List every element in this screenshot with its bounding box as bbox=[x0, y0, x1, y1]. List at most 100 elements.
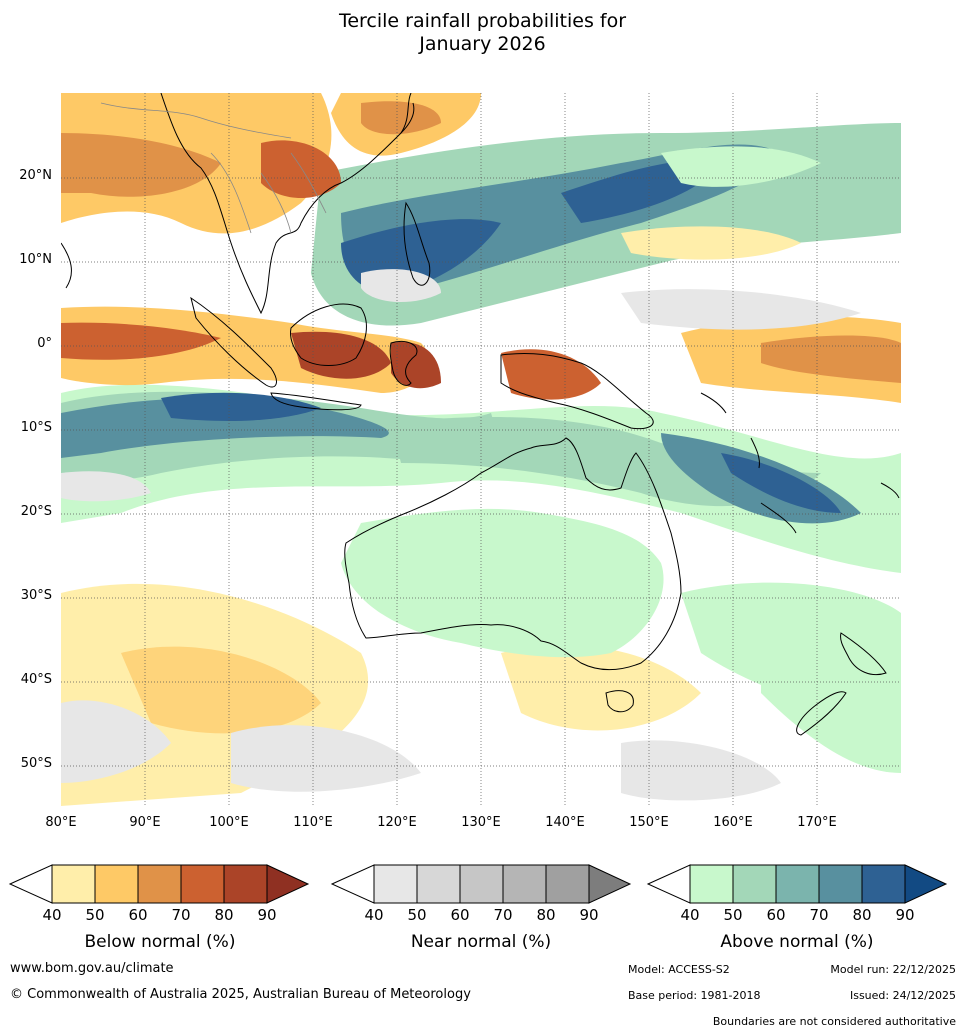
colorbar-below-max-arrow bbox=[266, 864, 310, 904]
tick: 90 bbox=[895, 906, 915, 924]
sumatra-coast bbox=[190, 296, 277, 388]
region-below-asia-3 bbox=[261, 140, 341, 198]
colorbar-above-min-arrow bbox=[646, 864, 691, 904]
tick: 80 bbox=[536, 906, 556, 924]
colorbar-near-bin-40 bbox=[373, 864, 418, 904]
region-below-equator-west-2 bbox=[61, 322, 221, 360]
tick: 40 bbox=[42, 906, 62, 924]
colorbar-below-min-arrow bbox=[8, 864, 53, 904]
disclaimer-text: Boundaries are not considered authoritat… bbox=[712, 1015, 956, 1028]
colorbar-below-bin-60 bbox=[137, 864, 182, 904]
chart-title: Tercile rainfall probabilities for Janua… bbox=[0, 10, 965, 56]
new-guinea-coast bbox=[500, 352, 654, 430]
lat-label-0: 0° bbox=[37, 336, 52, 351]
tick: 70 bbox=[809, 906, 829, 924]
region-near-south-3 bbox=[621, 740, 781, 801]
solomon-islands bbox=[700, 392, 727, 414]
region-above-coral-sea-3 bbox=[721, 453, 841, 513]
lon-label-110e: 110°E bbox=[293, 815, 333, 830]
model-text: Model: ACCESS-S2 bbox=[628, 963, 730, 976]
title-line-1: Tercile rainfall probabilities for bbox=[338, 10, 627, 32]
region-above-indian-ocean-3 bbox=[161, 392, 321, 421]
region-near-south-china-sea bbox=[361, 269, 441, 303]
region-below-borneo bbox=[291, 331, 391, 379]
colorbar-above-bin-50 bbox=[732, 864, 777, 904]
tick: 90 bbox=[579, 906, 599, 924]
colorbar-below-bin-50 bbox=[94, 864, 139, 904]
website-link[interactable]: www.bom.gov.au/climate bbox=[10, 961, 174, 976]
colorbar-above bbox=[646, 864, 948, 904]
colorbar-below-label: Below normal (%) bbox=[84, 932, 236, 952]
region-below-china-2 bbox=[361, 101, 441, 135]
colorbar-below bbox=[8, 864, 310, 904]
lat-label-20n: 20°N bbox=[19, 168, 52, 183]
tick: 60 bbox=[450, 906, 470, 924]
tick: 80 bbox=[214, 906, 234, 924]
colorbar-near-label: Near normal (%) bbox=[410, 932, 552, 952]
tasmania-coast bbox=[605, 690, 634, 713]
colorbar-near-bin-80 bbox=[545, 864, 590, 904]
region-near-south-2 bbox=[231, 725, 421, 792]
asia-coast bbox=[160, 93, 412, 315]
colorbar-above-bin-40 bbox=[689, 864, 734, 904]
tick: 40 bbox=[364, 906, 384, 924]
region-below-sulawesi bbox=[391, 342, 441, 389]
nz-north-island bbox=[840, 632, 887, 676]
issued-text: Issued: 24/12/2025 bbox=[849, 989, 956, 1002]
region-below-pacific-patch bbox=[621, 226, 801, 260]
tick: 60 bbox=[766, 906, 786, 924]
colorbar-above-label: Above normal (%) bbox=[720, 932, 874, 952]
title-line-2: January 2026 bbox=[419, 33, 546, 55]
region-above-indian-ocean-2 bbox=[61, 398, 389, 458]
model-run-text: Model run: 22/12/2025 bbox=[830, 963, 956, 976]
taiwan-coast bbox=[400, 102, 415, 134]
colorbar-above-bin-60 bbox=[775, 864, 820, 904]
coastlines bbox=[61, 93, 900, 736]
region-below-equator-east-2 bbox=[761, 335, 901, 383]
india-coast bbox=[61, 242, 72, 289]
lat-label-40s: 40°S bbox=[20, 672, 52, 687]
tick: 70 bbox=[493, 906, 513, 924]
lon-label-90e: 90°E bbox=[129, 815, 161, 830]
lon-label-80e: 80°E bbox=[45, 815, 77, 830]
tick: 50 bbox=[407, 906, 427, 924]
lat-label-10n: 10°N bbox=[19, 252, 52, 267]
region-above-tasman-2 bbox=[761, 650, 901, 773]
copyright-text: © Commonwealth of Australia 2025, Austra… bbox=[10, 987, 471, 1002]
fiji-islands bbox=[880, 482, 900, 499]
region-below-south-central bbox=[501, 645, 701, 731]
tick: 50 bbox=[723, 906, 743, 924]
lon-label-140e: 140°E bbox=[545, 815, 585, 830]
colorbar-near-bin-50 bbox=[416, 864, 461, 904]
tick: 50 bbox=[85, 906, 105, 924]
tick: 80 bbox=[852, 906, 872, 924]
base-period-text: Base period: 1981-2018 bbox=[628, 989, 761, 1002]
tick: 90 bbox=[257, 906, 277, 924]
colorbar-near bbox=[330, 864, 632, 904]
lat-label-30s: 30°S bbox=[20, 588, 52, 603]
lat-label-50s: 50°S bbox=[20, 756, 52, 771]
borneo-coast bbox=[290, 303, 367, 366]
colorbar-above-bin-70 bbox=[818, 864, 863, 904]
region-near-pacific bbox=[621, 289, 861, 330]
java-coast bbox=[270, 392, 362, 411]
region-below-southwest-2 bbox=[121, 646, 321, 734]
region-near-indian-ocean bbox=[61, 471, 151, 502]
colorbar-below-bin-70 bbox=[180, 864, 225, 904]
lon-label-170e: 170°E bbox=[797, 815, 837, 830]
vanuatu-islands bbox=[750, 437, 760, 469]
lat-label-10s: 10°S bbox=[20, 420, 52, 435]
tick: 70 bbox=[171, 906, 191, 924]
tick: 40 bbox=[680, 906, 700, 924]
philippines-coast bbox=[403, 201, 431, 286]
region-above-pacific-4 bbox=[661, 146, 821, 187]
australia-coast bbox=[344, 437, 682, 671]
colorbar-near-bin-60 bbox=[459, 864, 504, 904]
lat-label-20s: 20°S bbox=[20, 504, 52, 519]
lon-label-120e: 120°E bbox=[377, 815, 417, 830]
rainfall-probability-map bbox=[61, 93, 901, 806]
lon-label-160e: 160°E bbox=[713, 815, 753, 830]
new-caledonia bbox=[760, 502, 797, 534]
colorbar-below-bin-80 bbox=[223, 864, 268, 904]
tick: 60 bbox=[128, 906, 148, 924]
